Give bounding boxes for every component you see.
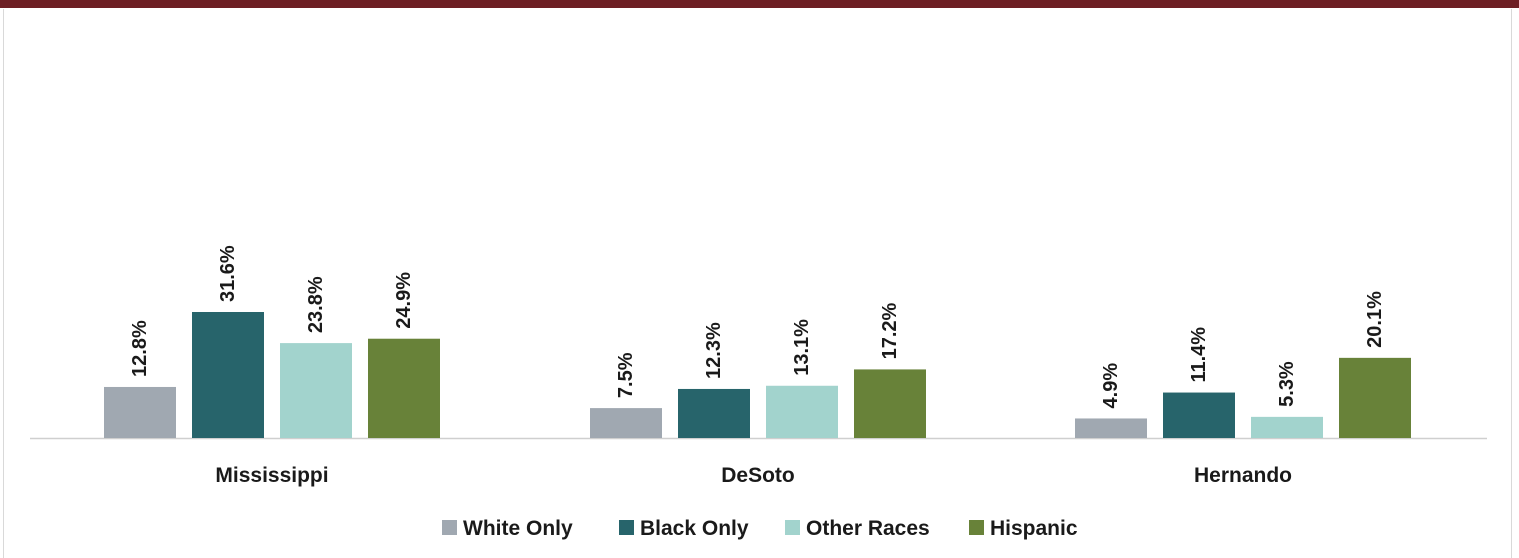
legend-label-white-only: White Only — [463, 517, 573, 540]
data-label-hernando-other-races: 5.3% — [1276, 361, 1298, 407]
bar-mississippi-hispanic — [368, 338, 440, 438]
chart-panel — [3, 9, 1512, 558]
bar-desoto-white-only — [590, 408, 662, 438]
bar-desoto-hispanic — [854, 369, 926, 438]
bar-desoto-other-races — [766, 385, 838, 438]
legend-label-other-races: Other Races — [806, 517, 930, 540]
header-bar — [0, 0, 1519, 8]
category-label-hernando: Hernando — [1194, 464, 1292, 487]
data-label-mississippi-white-only: 12.8% — [129, 320, 151, 377]
bar-mississippi-black-only — [192, 312, 264, 438]
legend-swatch-black-only — [619, 520, 634, 535]
bar-hernando-hispanic — [1339, 357, 1411, 438]
legend-label-black-only: Black Only — [640, 517, 749, 540]
bar-hernando-other-races — [1251, 416, 1323, 438]
data-label-desoto-hispanic: 17.2% — [879, 302, 901, 359]
category-label-mississippi: Mississippi — [215, 464, 328, 487]
bar-desoto-black-only — [678, 388, 750, 438]
bar-hernando-black-only — [1163, 392, 1235, 438]
category-label-desoto: DeSoto — [721, 464, 795, 487]
legend-swatch-white-only — [442, 520, 457, 535]
data-label-desoto-black-only: 12.3% — [703, 322, 725, 379]
data-label-hernando-white-only: 4.9% — [1100, 363, 1122, 409]
data-label-hernando-black-only: 11.4% — [1188, 327, 1210, 383]
bar-mississippi-other-races — [280, 343, 352, 438]
data-label-desoto-white-only: 7.5% — [615, 352, 637, 398]
bar-mississippi-white-only — [104, 386, 176, 438]
legend-label-hispanic: Hispanic — [990, 517, 1078, 540]
data-label-desoto-other-races: 13.1% — [791, 319, 813, 376]
bar-hernando-white-only — [1075, 418, 1147, 438]
legend-swatch-hispanic — [969, 520, 984, 535]
data-label-mississippi-black-only: 31.6% — [217, 245, 239, 302]
data-label-hernando-hispanic: 20.1% — [1364, 291, 1386, 348]
legend-swatch-other-races — [785, 520, 800, 535]
data-label-mississippi-hispanic: 24.9% — [393, 272, 415, 329]
data-label-mississippi-other-races: 23.8% — [305, 276, 327, 333]
